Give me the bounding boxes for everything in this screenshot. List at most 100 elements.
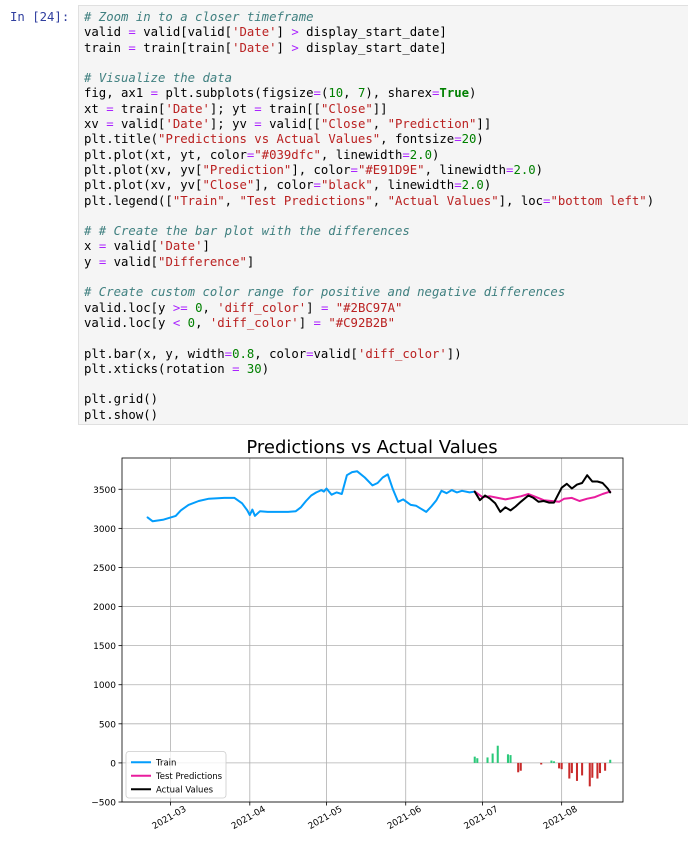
code-token: ): [469, 86, 477, 101]
code-token: plt.legend([: [84, 193, 173, 208]
code-token: ,: [372, 193, 388, 208]
code-token: , linewidth: [320, 147, 403, 162]
difference-bar: [473, 756, 476, 763]
code-token: 7: [357, 86, 366, 101]
code-token: ]: [202, 239, 210, 254]
code-token: "Train": [172, 193, 225, 208]
difference-bar: [596, 762, 599, 779]
y-tick-label: 3500: [93, 486, 116, 496]
series-line-actual-values: [473, 474, 612, 513]
code-token: 2.0: [513, 162, 536, 177]
y-tick-label: 2500: [93, 564, 116, 574]
code-token: True: [439, 86, 470, 101]
code-token: 'Date': [232, 25, 277, 40]
difference-bar: [506, 754, 509, 763]
chart: −500 0 500 1000 1500 2000 2500 3000 3500 2021-03…: [91, 437, 624, 832]
code-line: plt.plot(xv, yv["Close"], color="black",…: [84, 178, 654, 193]
code-token: "Close": [320, 101, 373, 116]
code-token: valid[: [106, 254, 159, 269]
code-line: valid.loc[y < 0, 'diff_color'] = "#C92B2…: [84, 316, 654, 331]
difference-bar: [581, 762, 584, 776]
code-token: train[train[: [135, 40, 233, 55]
y-tick-label: 3000: [93, 525, 116, 535]
code-token: ]; yv: [209, 117, 255, 132]
code-token: ]; yt: [209, 101, 255, 116]
code-line: plt.title("Predictions vs Actual Values"…: [84, 132, 654, 147]
code-line: x = valid['Date']: [84, 239, 654, 254]
code-cell-input[interactable]: [78, 5, 688, 425]
code-token: "Actual Values": [387, 193, 499, 208]
code-token: "Close": [320, 117, 373, 132]
code-token: "Predictions vs Actual Values": [158, 132, 381, 147]
code-token: ): [483, 178, 492, 193]
code-token: 'diff_color': [357, 346, 447, 361]
difference-bar: [591, 762, 594, 778]
difference-bar: [609, 759, 612, 763]
cell-prompt: In [24]:: [10, 10, 70, 24]
code-token: "#2BC97A": [335, 300, 403, 315]
code-token: # Visualize the data: [84, 71, 233, 86]
code-token: valid.loc[y: [84, 300, 173, 315]
code-line: plt.plot(xv, yv["Prediction"], color="#E…: [84, 163, 654, 178]
code-line: [84, 331, 654, 346]
code-line: # Visualize the data: [84, 71, 654, 86]
code-token: =: [106, 117, 114, 132]
code-token: "#E91D9E": [357, 162, 425, 177]
code-token: ,: [202, 300, 218, 315]
code-token: =: [224, 346, 233, 361]
plot-output: −500 0 500 1000 1500 2000 2500 3000 3500 2021-03…: [80, 432, 670, 840]
code-token: 'diff_color': [217, 300, 307, 315]
code-token: =: [128, 40, 136, 55]
code-line: y = valid["Difference"]: [84, 255, 654, 270]
difference-bar: [552, 761, 556, 763]
code-line: plt.show(): [84, 408, 654, 423]
y-tick-label: −500: [91, 799, 116, 809]
difference-bar: [575, 762, 579, 781]
code-token: =: [246, 147, 255, 162]
plot-background: [122, 458, 623, 802]
code-token: >: [291, 40, 299, 55]
code-token: =: [254, 101, 262, 116]
x-tick-label: 2021-08: [542, 804, 580, 832]
code-line: plt.plot(xt, yt, color="#039dfc", linewi…: [84, 148, 654, 163]
code-token: =: [402, 147, 410, 162]
code-line: xt = train['Date']; yt = train[["Close"]…: [84, 102, 654, 117]
code-token: 'Date': [165, 101, 210, 116]
code-token: # # Create the bar plot with the differe…: [84, 224, 410, 239]
y-axis-ticks: −500 0 500 1000 1500 2000 2500 3000 3500: [91, 486, 122, 809]
difference-bar: [540, 762, 543, 765]
code-token: # Zoom in to a closer timeframe: [84, 10, 314, 24]
code-token: ], loc: [498, 193, 544, 208]
code-token: ,: [343, 86, 358, 101]
y-tick-label: 2000: [93, 603, 116, 613]
code-token: valid: [84, 25, 129, 40]
legend-label: Test Predictions: [155, 772, 223, 782]
code-token: 2.0: [409, 147, 432, 162]
code-token: valid[: [113, 117, 166, 132]
legend-label: Actual Values: [156, 785, 214, 795]
code-token: plt.plot(xv, yv[: [84, 162, 203, 177]
code-editor[interactable]: # Zoom in to a closer timeframe valid = v…: [84, 10, 654, 423]
code-token: valid[: [313, 346, 358, 361]
code-line: # # Create the bar plot with the differe…: [84, 224, 654, 239]
x-axis-ticks: 2021-03 2021-04 2021-05 2021-06 2021-07 2021-…: [151, 802, 580, 832]
code-token: ), sharex: [365, 86, 433, 101]
difference-bar: [486, 757, 489, 763]
code-token: "Prediction": [387, 117, 477, 132]
code-token: 0: [187, 315, 196, 330]
code-token: ): [535, 162, 544, 177]
difference-bar: [560, 762, 563, 770]
code-line: plt.legend(["Train", "Test Predictions",…: [84, 194, 654, 209]
code-token: xt: [84, 101, 107, 116]
code-token: valid[[: [261, 117, 321, 132]
code-token: =: [128, 25, 136, 40]
x-tick-label: 2021-04: [230, 804, 268, 832]
code-token: , linewidth: [372, 178, 455, 193]
code-token: 30: [246, 361, 262, 376]
code-token: ,: [372, 117, 388, 132]
code-token: plt.xticks(rotation: [84, 361, 233, 376]
code-token: =: [432, 86, 440, 101]
y-tick-label: 1000: [93, 681, 116, 691]
code-token: xv: [84, 117, 107, 132]
code-token: =: [306, 346, 314, 361]
